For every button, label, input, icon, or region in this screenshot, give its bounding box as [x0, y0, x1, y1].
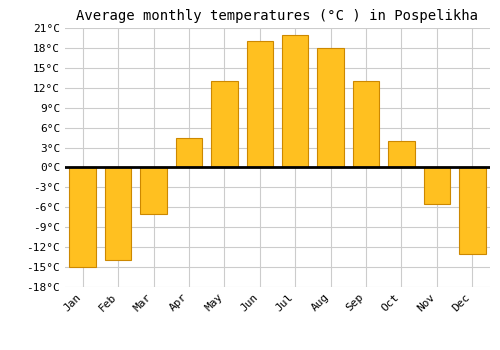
Bar: [211, 81, 238, 167]
Bar: [318, 48, 344, 167]
Title: Average monthly temperatures (°C ) in Pospelikha: Average monthly temperatures (°C ) in Po…: [76, 9, 478, 23]
Bar: [246, 41, 273, 167]
Bar: [282, 35, 308, 167]
Bar: [353, 81, 380, 167]
Bar: [140, 167, 167, 214]
Bar: [424, 167, 450, 204]
Bar: [176, 138, 202, 167]
Bar: [105, 167, 132, 260]
Bar: [388, 141, 414, 167]
Bar: [459, 167, 485, 254]
Bar: [70, 167, 96, 267]
